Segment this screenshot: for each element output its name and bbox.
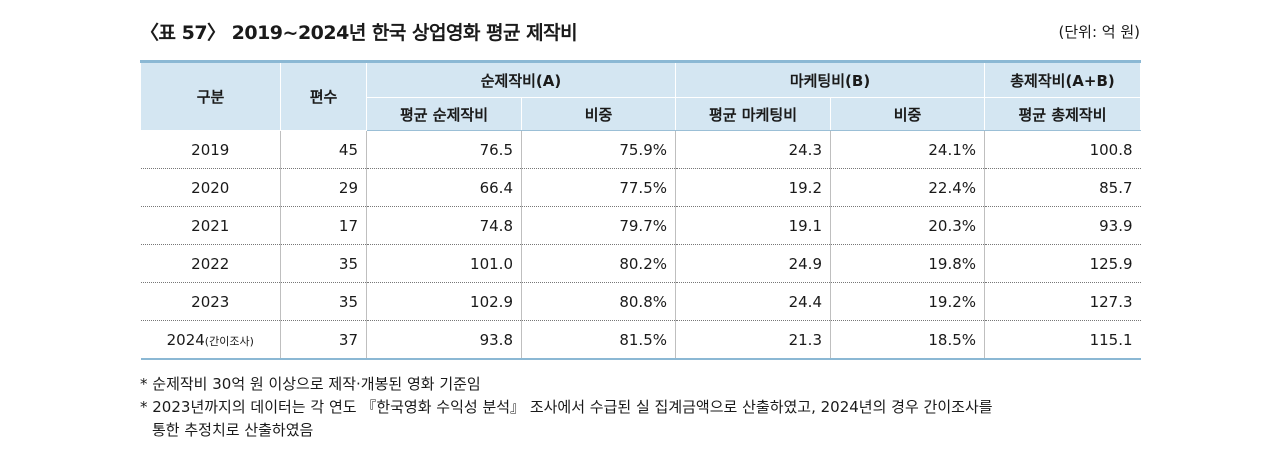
cell-net-ratio: 80.2% xyxy=(521,244,676,283)
cell-avg-marketing: 24.3 xyxy=(675,130,831,169)
cell-marketing-ratio: 19.8% xyxy=(830,244,986,283)
cell-net-ratio: 80.8% xyxy=(521,282,676,321)
cell-marketing-ratio: 19.2% xyxy=(830,282,986,321)
year-value: 2019 xyxy=(191,140,230,159)
cell-avg-total: 115.1 xyxy=(984,320,1141,360)
unit-label: (단위: 억 원) xyxy=(1058,23,1141,41)
cell-avg-total: 100.8 xyxy=(984,130,1141,169)
cell-net-ratio: 81.5% xyxy=(521,320,676,360)
production-cost-table: 구분 편수 순제작비(A) 마케팅비(B) 총제작비(A+B) 평균 순제작비 … xyxy=(140,60,1142,360)
cell-net-ratio: 79.7% xyxy=(521,206,676,245)
table-row: 2019 45 76.5 75.9% 24.3 24.1% 100.8 xyxy=(140,130,1141,169)
cell-count: 35 xyxy=(280,244,367,283)
cell-avg-marketing: 19.1 xyxy=(675,206,831,245)
footnotes: * 순제작비 30억 원 이상으로 제작·개봉된 영화 기준임 * 2023년까… xyxy=(140,373,993,442)
year-note: (간이조사) xyxy=(204,334,254,348)
header-category: 구분 xyxy=(140,60,281,131)
cell-avg-net: 76.5 xyxy=(366,130,522,169)
cell-avg-total: 93.9 xyxy=(984,206,1141,245)
header-net-group: 순제작비(A) xyxy=(366,60,676,98)
table-body: 2019 45 76.5 75.9% 24.3 24.1% 100.8 2020… xyxy=(140,130,1141,360)
cell-avg-total: 125.9 xyxy=(984,244,1141,283)
cell-avg-net: 93.8 xyxy=(366,320,522,360)
table-row: 2020 29 66.4 77.5% 19.2 22.4% 85.7 xyxy=(140,168,1141,207)
cell-avg-net: 102.9 xyxy=(366,282,522,321)
cell-avg-total: 127.3 xyxy=(984,282,1141,321)
table-row: 2023 35 102.9 80.8% 24.4 19.2% 127.3 xyxy=(140,282,1141,321)
header-marketing-group: 마케팅비(B) xyxy=(674,60,986,98)
header-total-group: 총제작비(A+B) xyxy=(984,60,1142,98)
header-avg-marketing: 평균 마케팅비 xyxy=(675,97,831,131)
header-count: 편수 xyxy=(280,60,367,131)
cell-count: 35 xyxy=(280,282,367,321)
year-value: 2021 xyxy=(191,216,230,235)
cell-avg-total: 85.7 xyxy=(984,168,1141,207)
cell-marketing-ratio: 24.1% xyxy=(830,130,986,169)
cell-avg-marketing: 24.9 xyxy=(675,244,831,283)
year-value: 2022 xyxy=(191,254,230,273)
cell-count: 37 xyxy=(280,320,367,360)
table-row: 2024(간이조사) 37 93.8 81.5% 21.3 18.5% 115.… xyxy=(140,320,1141,360)
cell-avg-net: 74.8 xyxy=(366,206,522,245)
header-avg-total: 평균 총제작비 xyxy=(984,97,1142,131)
table-row: 2021 17 74.8 79.7% 19.1 20.3% 93.9 xyxy=(140,206,1141,245)
cell-net-ratio: 77.5% xyxy=(521,168,676,207)
cell-year: 2020 xyxy=(140,168,281,207)
cell-year: 2024(간이조사) xyxy=(140,320,281,360)
cell-avg-net: 101.0 xyxy=(366,244,522,283)
year-value: 2020 xyxy=(191,178,230,197)
table-row: 2022 35 101.0 80.2% 24.9 19.8% 125.9 xyxy=(140,244,1141,283)
cell-year: 2023 xyxy=(140,282,281,321)
cell-count: 17 xyxy=(280,206,367,245)
cell-net-ratio: 75.9% xyxy=(521,130,676,169)
cell-avg-marketing: 19.2 xyxy=(675,168,831,207)
cell-count: 29 xyxy=(280,168,367,207)
table-header: 구분 편수 순제작비(A) 마케팅비(B) 총제작비(A+B) 평균 순제작비 … xyxy=(140,60,1142,131)
cell-marketing-ratio: 20.3% xyxy=(830,206,986,245)
table-title: 〈표 57〉 2019~2024년 한국 상업영화 평균 제작비 xyxy=(140,22,578,44)
footnote-2: * 2023년까지의 데이터는 각 연도 『한국영화 수익성 분석』 조사에서 … xyxy=(140,398,993,416)
cell-marketing-ratio: 18.5% xyxy=(830,320,986,360)
cell-marketing-ratio: 22.4% xyxy=(830,168,986,207)
header-avg-net: 평균 순제작비 xyxy=(366,97,522,131)
header-net-ratio: 비중 xyxy=(521,97,676,131)
footnote-1: * 순제작비 30억 원 이상으로 제작·개봉된 영화 기준임 xyxy=(140,375,481,393)
cell-year: 2021 xyxy=(140,206,281,245)
cell-avg-net: 66.4 xyxy=(366,168,522,207)
year-value: 2023 xyxy=(191,292,230,311)
footnote-2-continued: 통한 추정치로 산출하였음 xyxy=(152,421,314,439)
cell-year: 2019 xyxy=(140,130,281,169)
year-value: 2024 xyxy=(166,330,205,349)
cell-count: 45 xyxy=(280,130,367,169)
cell-year: 2022 xyxy=(140,244,281,283)
cell-avg-marketing: 24.4 xyxy=(675,282,831,321)
header-marketing-ratio: 비중 xyxy=(829,97,986,131)
header-row-sub: 평균 순제작비 비중 평균 마케팅비 비중 평균 총제작비 xyxy=(141,97,1142,131)
cell-avg-marketing: 21.3 xyxy=(675,320,831,360)
header-row-top: 구분 편수 순제작비(A) 마케팅비(B) 총제작비(A+B) xyxy=(140,60,1142,131)
